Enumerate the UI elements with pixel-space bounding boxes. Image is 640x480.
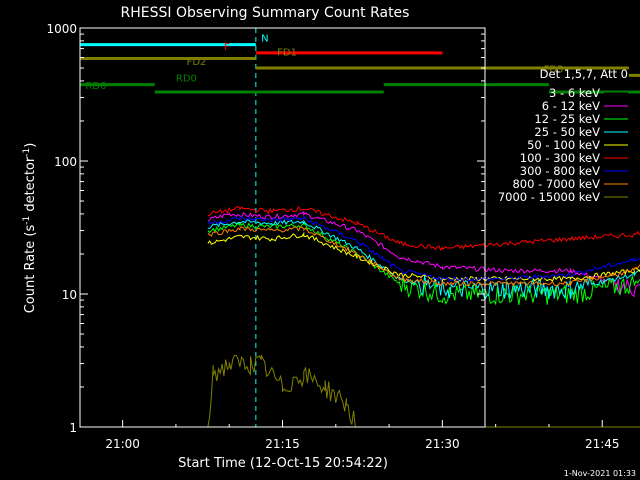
y-axis-label: Count Rate (s-1 detector-1) (22, 143, 38, 314)
series-line-7 (207, 226, 640, 287)
series-line-8 (207, 354, 640, 428)
legend-label-1: 6 - 12 keV (542, 99, 600, 113)
legend-label-8: 7000 - 15000 keV (498, 190, 600, 204)
series-line-5 (207, 205, 640, 251)
flag-label-RD6: RD6 (85, 81, 106, 92)
flag-label-FD1: FD1 (277, 47, 297, 58)
flag-label-F: F (224, 42, 230, 53)
legend-label-2: 12 - 25 keV (534, 112, 600, 126)
flag-label-FD3: FD3 (544, 64, 564, 75)
legend-label-7: 800 - 7000 keV (512, 177, 600, 191)
legend-label-5: 100 - 300 keV (520, 151, 600, 165)
x-tick-label-1: 21:15 (265, 437, 300, 451)
x-tick-label-0: 21:00 (105, 437, 140, 451)
series-line-4 (207, 231, 640, 283)
y-axis-label-part-2: detector (23, 156, 38, 216)
series-line-2 (207, 221, 640, 306)
y-axis-label-part-0: Count Rate (s (23, 225, 38, 314)
y-axis-label-part-1: -1 (22, 216, 32, 225)
chart-title: RHESSI Observing Summary Count Rates (121, 5, 410, 21)
y-tick-label-2: 100 (54, 155, 77, 169)
y-tick-label-1: 10 (62, 288, 77, 302)
series-lines (207, 155, 640, 428)
flag-label-FD2: FD2 (187, 57, 207, 68)
legend-label-3: 25 - 50 keV (534, 125, 600, 139)
x-tick-label-2: 21:30 (425, 437, 460, 451)
flag-label-N: N (261, 34, 268, 45)
legend-label-4: 50 - 100 keV (527, 138, 600, 152)
y-axis-label-part-3: -1 (22, 148, 32, 157)
series-line-3 (207, 219, 640, 302)
legend-label-0: 3 - 6 keV (549, 86, 600, 100)
y-axis: 1 10 100 1000 (46, 22, 485, 435)
y-axis-label-part-4: ) (23, 143, 38, 148)
legend-label-6: 300 - 800 keV (520, 164, 600, 178)
x-tick-label-3: 21:45 (585, 437, 620, 451)
x-axis-label: Start Time (12-Oct-15 20:54:22) (178, 456, 388, 471)
footer-date: 1-Nov-2021 01:33 (564, 469, 636, 478)
y-tick-label-3: 1000 (46, 22, 77, 36)
series-line-6 (207, 215, 640, 283)
y-tick-label-0: 1 (69, 421, 77, 435)
flag-label-RD0: RD0 (176, 74, 197, 85)
legend-title: Det 1,5,7, Att 0 (540, 67, 628, 81)
series-line-0 (207, 155, 640, 427)
flag-bars: N F FD1 FD2 FD3 RD0 RD6 (80, 34, 640, 94)
